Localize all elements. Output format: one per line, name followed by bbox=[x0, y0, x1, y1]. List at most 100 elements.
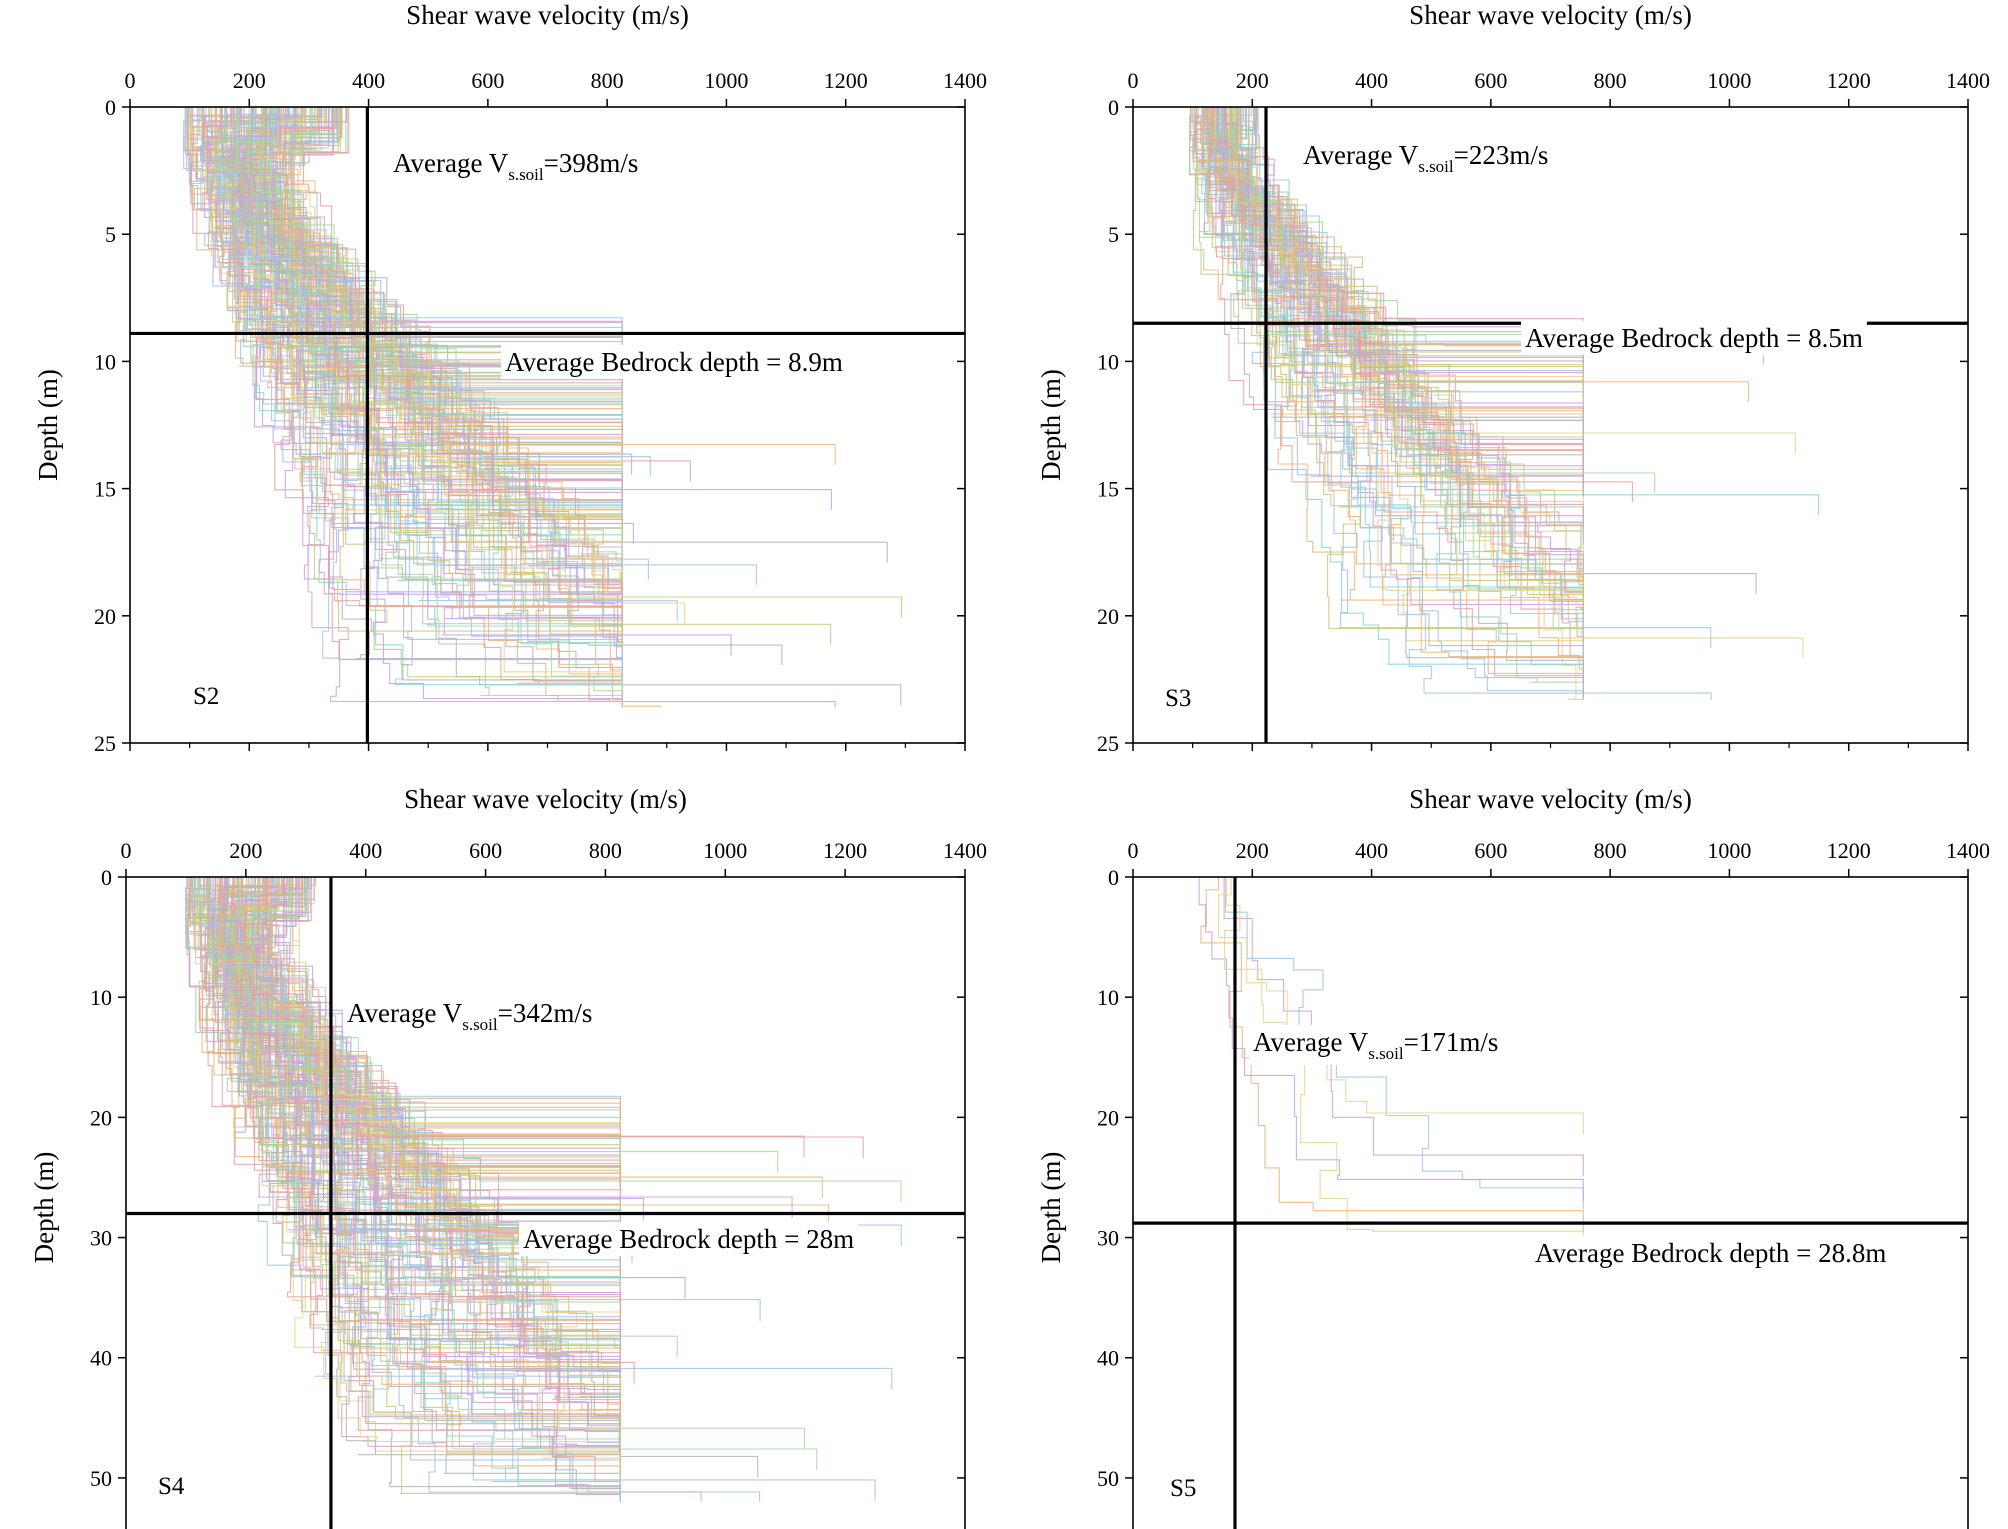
vs-profile-line bbox=[219, 107, 623, 708]
panel-label: S3 bbox=[1165, 685, 1191, 712]
vs-profile-line bbox=[232, 877, 621, 1259]
vs-profile-line bbox=[252, 877, 621, 1452]
y-axis-title: Depth (m) bbox=[1036, 1152, 1066, 1264]
vs-profile-line bbox=[245, 107, 623, 647]
x-tick-label: 600 bbox=[471, 68, 504, 93]
vs-profile-line bbox=[1190, 107, 1584, 476]
x-tick-label: 1400 bbox=[943, 838, 987, 863]
vs-profile-line bbox=[284, 107, 623, 609]
x-tick-label: 600 bbox=[1474, 68, 1507, 93]
annotation-suffix: =171m/s bbox=[1404, 1027, 1499, 1057]
vs-profile-line bbox=[220, 877, 621, 1432]
x-tick-label: 600 bbox=[469, 838, 502, 863]
y-axis-title: Depth (m) bbox=[1036, 369, 1066, 481]
y-tick-label: 10 bbox=[94, 349, 116, 374]
profiles-group bbox=[1189, 107, 1820, 700]
x-tick-label: 1000 bbox=[1707, 68, 1751, 93]
panel-s5: 0 200 400 600 800 1000 1200 1400 0 10 20 30 40 50 Shea… bbox=[1036, 784, 1990, 1529]
annotation-background bbox=[343, 996, 597, 1036]
y-tick-label: 50 bbox=[90, 1466, 112, 1491]
vs-profile-line bbox=[221, 107, 623, 473]
x-tick-label: 200 bbox=[233, 68, 266, 93]
plot-frame bbox=[1132, 876, 1969, 1529]
average-vs-annotation: Average Vs.soil=171m/s bbox=[1253, 1027, 1498, 1063]
y-axis-title: Depth (m) bbox=[33, 369, 63, 481]
annotation-background bbox=[1531, 1236, 1891, 1270]
y-tick-label: 40 bbox=[1097, 1346, 1119, 1371]
vs-profile-line bbox=[208, 877, 795, 1249]
y-tick-label: 40 bbox=[90, 1346, 112, 1371]
vs-profile-line bbox=[183, 107, 623, 463]
annotation-prefix: Average V bbox=[1303, 140, 1419, 170]
vs-profile-line bbox=[201, 107, 623, 339]
vs-profile-line bbox=[233, 877, 621, 1341]
vs-profile-line bbox=[1207, 107, 1584, 537]
vs-profile-line bbox=[187, 107, 623, 386]
x-axis-title: Shear wave velocity (m/s) bbox=[1409, 784, 1692, 814]
vs-profile-line bbox=[204, 877, 621, 1351]
panel-s2: 0 200 400 600 800 1000 1200 1400 0 5 10 15 20 25 Shear… bbox=[33, 0, 987, 756]
y-tick-label: 15 bbox=[1097, 477, 1119, 502]
average-vs-annotation: Average Vs.soil=223m/s bbox=[1303, 140, 1548, 176]
annotation-background bbox=[501, 345, 847, 379]
average-bedrock-annotation: Average Bedrock depth = 28m bbox=[523, 1224, 854, 1254]
x-tick-label: 400 bbox=[349, 838, 382, 863]
vs-profile-line bbox=[223, 877, 876, 1502]
vs-profile-line bbox=[1209, 107, 1584, 438]
vs-profile-line bbox=[225, 877, 621, 1362]
x-tick-label: 0 bbox=[1128, 68, 1139, 93]
x-tick-label: 0 bbox=[121, 838, 132, 863]
vs-profile-line bbox=[1213, 107, 1584, 391]
vs-profile-line bbox=[1202, 107, 1584, 471]
y-tick-label: 20 bbox=[90, 1105, 112, 1130]
x-tick-label: 1200 bbox=[1827, 68, 1871, 93]
vs-profile-line bbox=[207, 107, 623, 394]
y-tick-label: 20 bbox=[1097, 604, 1119, 629]
annotation-background bbox=[1249, 1025, 1503, 1065]
vs-profile-line bbox=[234, 107, 623, 608]
y-tick-label: 20 bbox=[1097, 1105, 1119, 1130]
x-tick-label: 1400 bbox=[1946, 68, 1990, 93]
x-axis-title: Shear wave velocity (m/s) bbox=[404, 784, 687, 814]
vs-profile-line bbox=[250, 877, 621, 1324]
x-tick-label: 800 bbox=[589, 838, 622, 863]
average-vs-annotation: Average Vs.soil=398m/s bbox=[393, 148, 638, 184]
vs-profile-line bbox=[1195, 107, 1584, 621]
x-tick-label: 400 bbox=[1355, 68, 1388, 93]
vs-profile-line bbox=[1221, 107, 1584, 378]
vs-profile-line bbox=[255, 107, 623, 644]
vs-profile-line bbox=[200, 877, 621, 1160]
vs-profile-line bbox=[281, 107, 623, 443]
y-tick-label: 20 bbox=[94, 604, 116, 629]
y-tick-label: 25 bbox=[94, 731, 116, 756]
y-tick-label: 10 bbox=[90, 985, 112, 1010]
vs-profile-line bbox=[1195, 107, 1584, 600]
y-tick-label: 5 bbox=[1108, 222, 1119, 247]
x-tick-label: 1400 bbox=[943, 68, 987, 93]
y-tick-label: 0 bbox=[105, 95, 116, 120]
panel-s3: 0 200 400 600 800 1000 1200 1400 0 5 10 15 20 25 Shear… bbox=[1036, 0, 1990, 756]
annotation-subscript: s.soil bbox=[1368, 1044, 1404, 1063]
vs-profile-line bbox=[276, 107, 836, 465]
vs-profile-line bbox=[1208, 107, 1584, 612]
vs-profile-line bbox=[1239, 107, 1584, 355]
x-tick-label: 0 bbox=[1128, 838, 1139, 863]
annotation-suffix: =223m/s bbox=[1454, 140, 1549, 170]
vs-profile-line bbox=[211, 877, 621, 1300]
plot-frame bbox=[125, 876, 966, 1529]
y-axis-title: Depth (m) bbox=[29, 1152, 59, 1264]
vs-profile-line bbox=[1207, 107, 1584, 385]
x-tick-label: 1200 bbox=[823, 838, 867, 863]
average-bedrock-annotation: Average Bedrock depth = 28.8m bbox=[1535, 1238, 1886, 1268]
average-bedrock-annotation: Average Bedrock depth = 8.9m bbox=[505, 347, 843, 377]
annotation-prefix: Average V bbox=[1253, 1027, 1369, 1057]
x-tick-label: 800 bbox=[1594, 838, 1627, 863]
vs-profile-line bbox=[244, 877, 635, 1384]
x-tick-label: 200 bbox=[229, 838, 262, 863]
vs-profile-line bbox=[212, 877, 621, 1251]
vs-profile-line bbox=[1210, 107, 1584, 677]
x-tick-label: 1000 bbox=[703, 838, 747, 863]
vs-profile-line bbox=[260, 107, 623, 416]
x-tick-label: 1400 bbox=[1946, 838, 1990, 863]
